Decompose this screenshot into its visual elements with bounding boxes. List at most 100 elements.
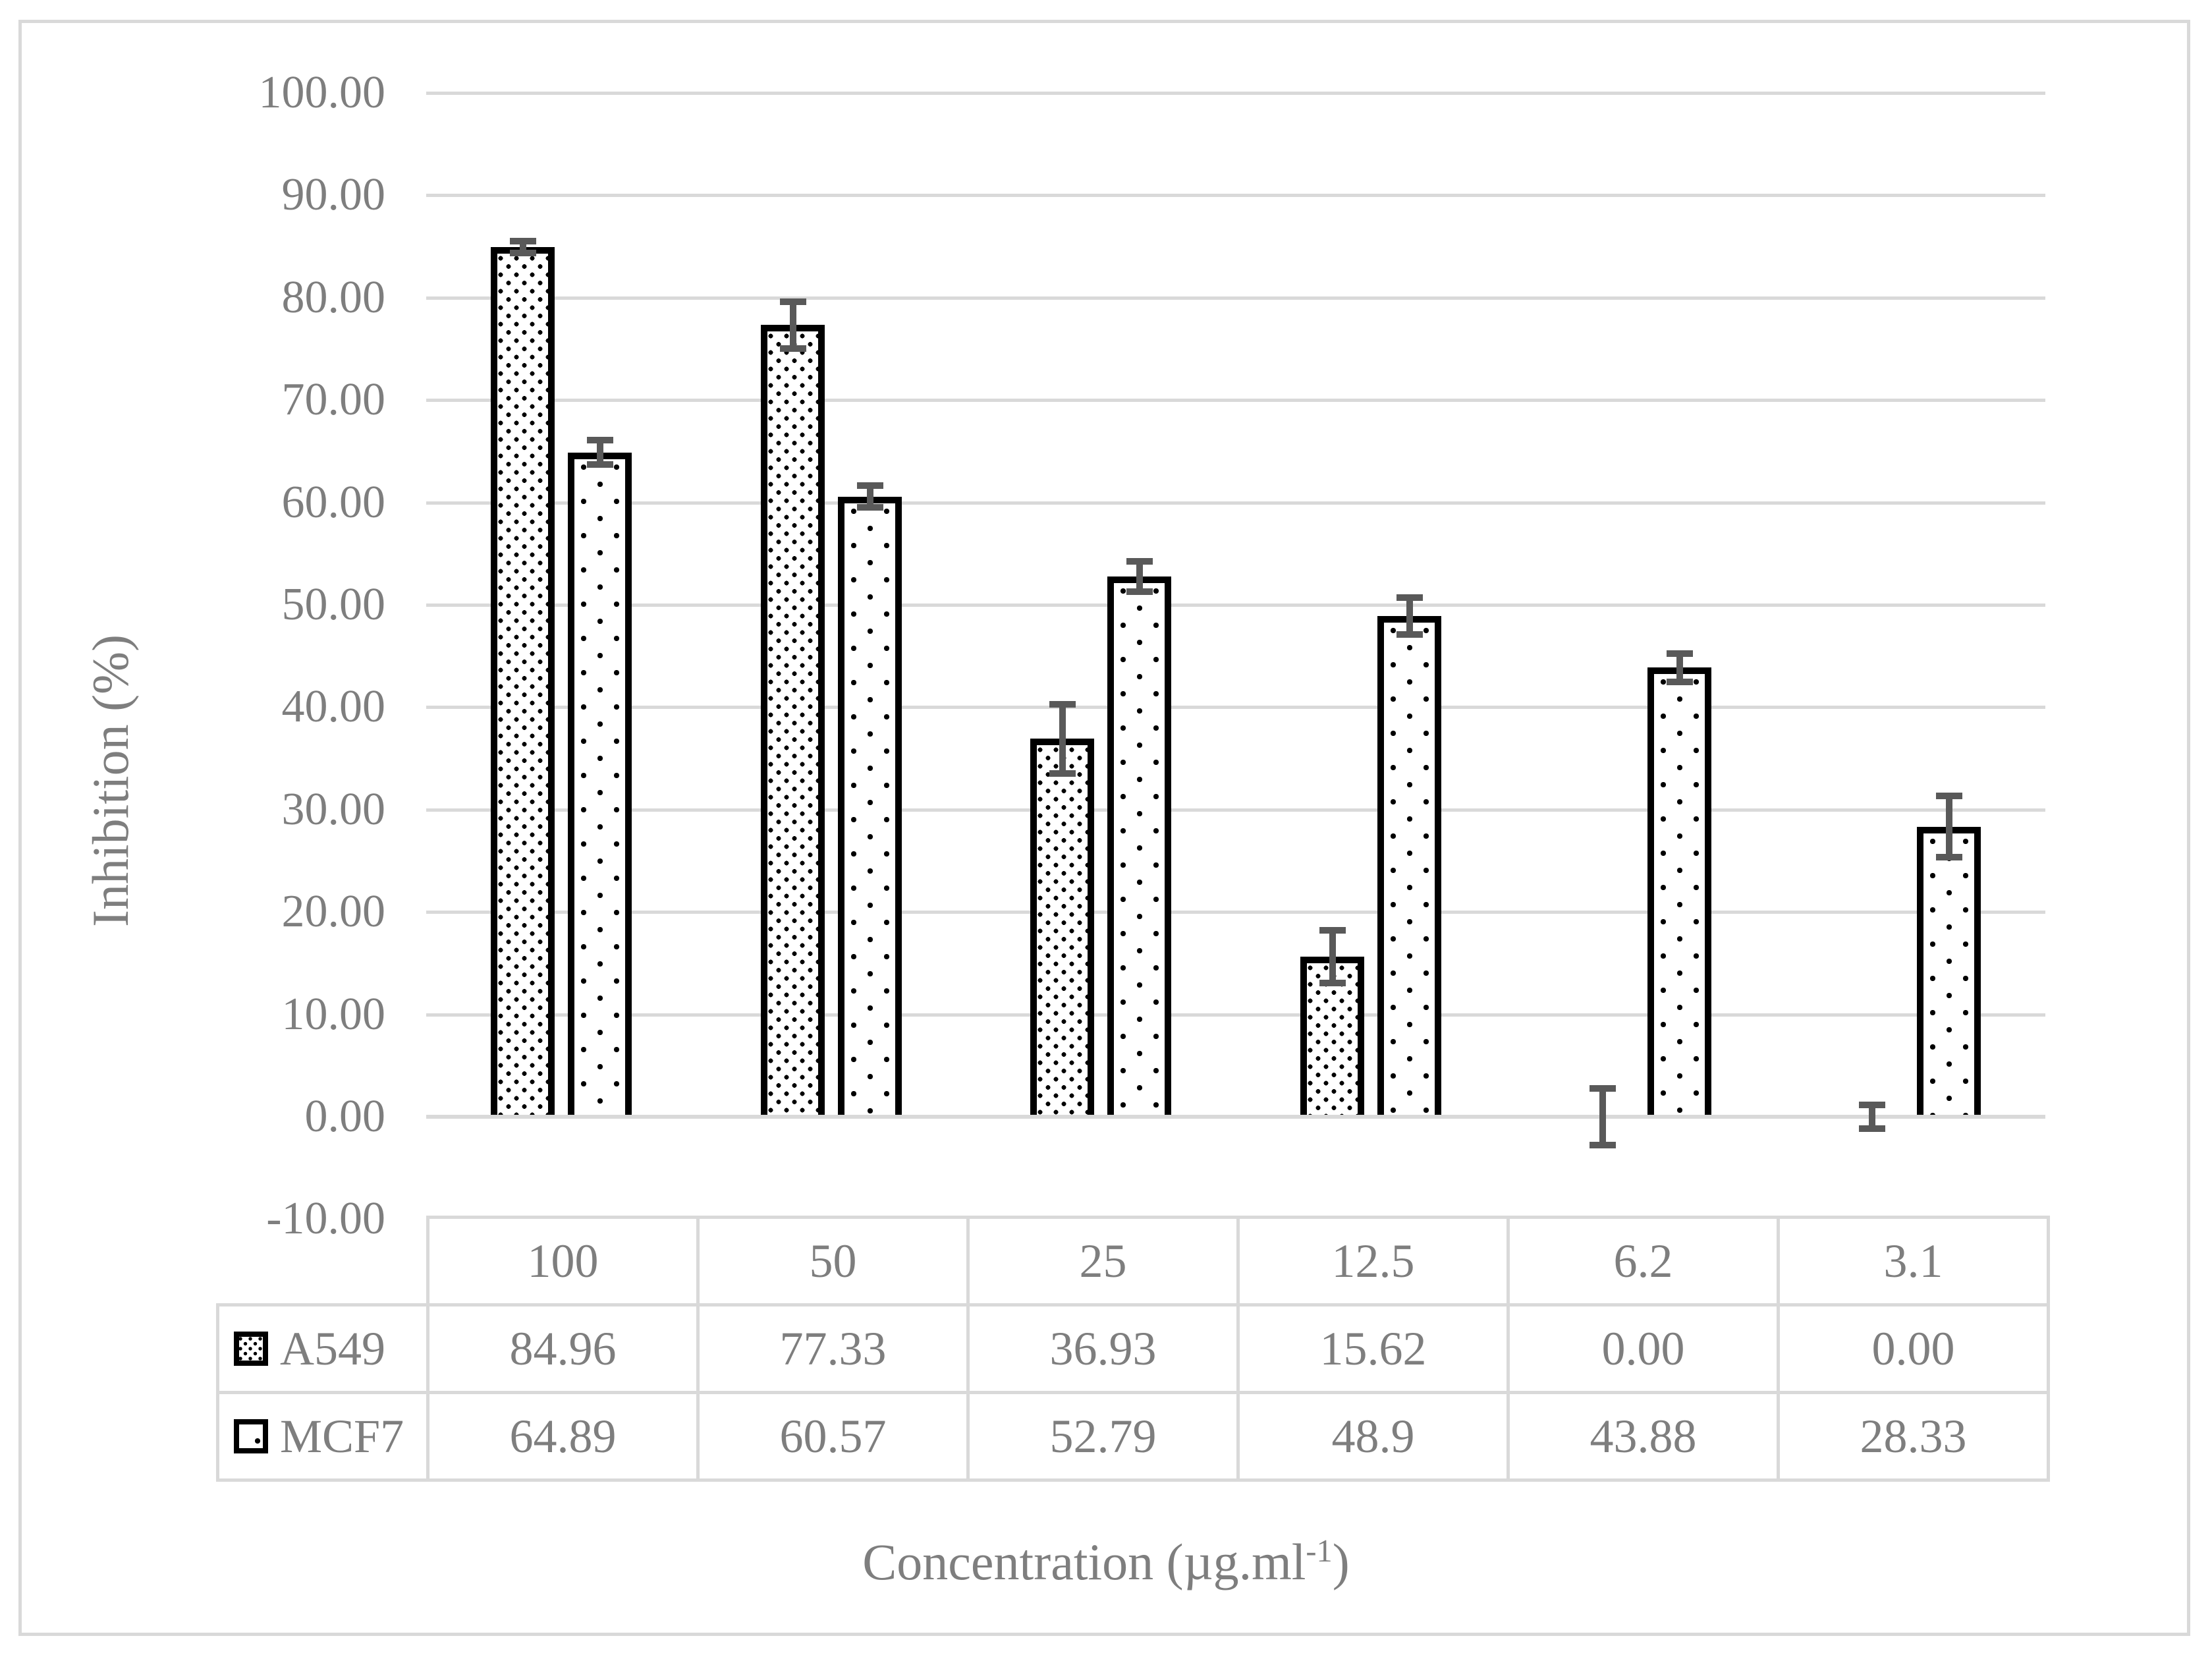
- error-bar-stem: [1676, 650, 1683, 685]
- table-value-cell: 0.00: [1507, 1303, 1780, 1394]
- error-bar-cap-bottom: [586, 461, 613, 468]
- gridline: [426, 501, 2045, 505]
- table-header-row: 100 50 25 12.5 6.2 3.1: [218, 1216, 2050, 1307]
- bar-mcf7: [1377, 616, 1441, 1117]
- error-bar-cap-top: [1589, 1085, 1616, 1092]
- table-header-cell: 100: [426, 1216, 700, 1307]
- table-value-cell: 43.88: [1507, 1391, 1780, 1482]
- error-bar-cap-bottom: [1049, 770, 1076, 777]
- error-bar-cap-top: [586, 437, 613, 443]
- y-axis-tick-label: 50.00: [281, 579, 386, 630]
- error-bar-cap-bottom: [1666, 679, 1693, 685]
- error-bar-cap-top: [1319, 927, 1346, 934]
- bar-mcf7: [838, 497, 902, 1117]
- gridline: [426, 1013, 2045, 1017]
- error-bar-cap-bottom: [779, 345, 806, 352]
- error-bar-stem: [1599, 1085, 1606, 1148]
- table-header-cell: 50: [696, 1216, 970, 1307]
- bar-mcf7: [1647, 667, 1711, 1117]
- x-axis-title: Concentration (µg.ml-1): [18, 1515, 2194, 1598]
- table-value-cell: 15.62: [1236, 1303, 1510, 1394]
- table-header-cell: 3.1: [1777, 1216, 2050, 1307]
- error-bar-stem: [1329, 927, 1336, 986]
- y-axis-tick-label: 60.00: [281, 477, 386, 528]
- error-bar-stem: [1059, 701, 1066, 777]
- bar-mcf7: [568, 453, 632, 1117]
- gridline: [426, 194, 2045, 197]
- bar-mcf7: [1917, 827, 1981, 1117]
- legend-label: MCF7: [280, 1409, 404, 1463]
- legend-label: A549: [280, 1322, 385, 1375]
- gridline: [426, 706, 2045, 709]
- error-bar-cap-bottom: [1935, 854, 1962, 860]
- gridline: [426, 808, 2045, 812]
- y-axis-tick-label: 0.00: [304, 1091, 386, 1142]
- a549-legend-swatch: [234, 1332, 268, 1366]
- error-bar-stem: [519, 238, 526, 256]
- error-bar-cap-top: [779, 298, 806, 305]
- error-bar-cap-top: [1049, 701, 1076, 708]
- gridline: [426, 92, 2045, 95]
- x-axis-title-superscript: -1: [1306, 1534, 1333, 1569]
- table-value-cell: 64.89: [426, 1391, 700, 1482]
- error-bar-stem: [1406, 594, 1413, 638]
- table-value-cell: 52.79: [966, 1391, 1240, 1482]
- error-bar-cap-bottom: [1396, 631, 1423, 638]
- error-bar-stem: [596, 437, 603, 468]
- table-row: A549 84.96 77.33 36.93 15.62 0.00 0.00: [216, 1303, 2050, 1394]
- bar-a549: [1030, 739, 1094, 1117]
- y-axis-tick-label: 100.00: [258, 67, 386, 118]
- error-bar-cap-bottom: [1319, 980, 1346, 986]
- y-axis-tick-label: 10.00: [281, 989, 386, 1040]
- y-axis-tick-label: 80.00: [281, 272, 386, 323]
- error-bar-stem: [1945, 793, 1952, 860]
- gridline: [426, 911, 2045, 914]
- error-bar-cap-top: [1858, 1102, 1885, 1108]
- y-axis-tick-label: 30.00: [281, 784, 386, 835]
- y-axis-tick-label: -10.00: [266, 1193, 385, 1244]
- error-bar-cap-top: [1666, 650, 1693, 657]
- gridline: [426, 399, 2045, 402]
- x-axis-title-close: ): [1332, 1533, 1350, 1590]
- bar-a549: [761, 325, 825, 1117]
- x-axis-zero-line: [426, 1115, 2045, 1119]
- error-bar-stem: [1868, 1102, 1875, 1132]
- y-axis-tick-label: 40.00: [281, 681, 386, 732]
- y-axis-tick-label: 70.00: [281, 374, 386, 425]
- legend-cell-mcf7: MCF7: [216, 1391, 429, 1482]
- table-value-cell: 60.57: [696, 1391, 970, 1482]
- error-bar-cap-bottom: [509, 250, 536, 256]
- table-value-cell: 36.93: [966, 1303, 1240, 1394]
- table-value-cell: 84.96: [426, 1303, 700, 1394]
- table-header-cell: 12.5: [1236, 1216, 1510, 1307]
- error-bar-cap-bottom: [1858, 1125, 1885, 1132]
- error-bar-cap-top: [856, 482, 883, 489]
- table-value-cell: 48.9: [1236, 1391, 1510, 1482]
- error-bar-cap-top: [1126, 558, 1153, 565]
- figure-border: [18, 20, 2190, 1636]
- table-value-cell: 28.33: [1777, 1391, 2050, 1482]
- table-header-cell: 25: [966, 1216, 1240, 1307]
- error-bar-cap-top: [1396, 594, 1423, 601]
- error-bar-cap-bottom: [1126, 588, 1153, 595]
- table-value-cell: 77.33: [696, 1303, 970, 1394]
- error-bar-cap-bottom: [856, 504, 883, 511]
- error-bar-cap-bottom: [1589, 1142, 1616, 1148]
- x-axis-title-text: Concentration (µg.ml: [862, 1533, 1306, 1590]
- bar-a549: [491, 247, 555, 1117]
- bar-mcf7: [1107, 576, 1171, 1117]
- y-axis-tick-label: 20.00: [281, 886, 386, 937]
- legend-cell-a549: A549: [216, 1303, 429, 1394]
- y-axis-tick-label: 90.00: [281, 169, 386, 220]
- error-bar-cap-top: [509, 238, 536, 244]
- error-bar-stem: [789, 298, 796, 352]
- table-value-cell: 0.00: [1777, 1303, 2050, 1394]
- error-bar-stem: [866, 482, 873, 511]
- data-table: 100 50 25 12.5 6.2 3.1 A549 84.96 77.33 36.93 15.6…: [216, 1216, 2050, 1482]
- table-row: MCF7 64.89 60.57 52.79 48.9 43.88 28.33: [216, 1391, 2050, 1482]
- mcf7-legend-swatch: [234, 1419, 268, 1453]
- table-header-cell: 6.2: [1507, 1216, 1780, 1307]
- error-bar-cap-top: [1935, 793, 1962, 799]
- gridline: [426, 604, 2045, 607]
- error-bar-stem: [1136, 558, 1143, 595]
